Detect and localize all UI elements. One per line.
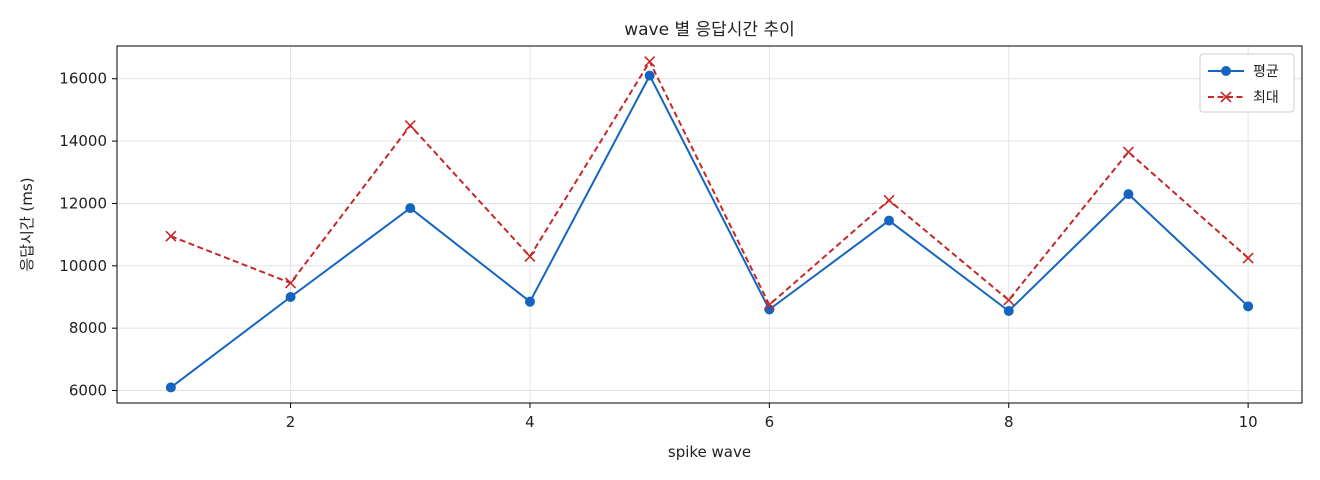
data-point xyxy=(284,277,297,289)
data-point xyxy=(644,56,656,68)
data-point xyxy=(883,194,895,206)
x-tick-label: 2 xyxy=(286,413,296,431)
x-tick-label: 4 xyxy=(525,413,535,431)
data-point xyxy=(285,291,296,302)
data-point xyxy=(165,382,176,393)
grid xyxy=(117,46,1302,403)
data-point xyxy=(1003,306,1014,317)
legend-marker xyxy=(1220,91,1232,103)
data-point xyxy=(1242,252,1254,264)
data-point xyxy=(644,70,655,81)
plot-area xyxy=(116,45,1303,404)
legend-label: 최대 xyxy=(1253,90,1279,106)
data-point xyxy=(1003,294,1015,306)
legend-marker xyxy=(1221,66,1231,76)
chart-title: wave 별 응답시간 추이 xyxy=(624,20,795,40)
x-tick-label: 10 xyxy=(1239,413,1258,431)
legend-label: 평균 xyxy=(1253,64,1279,80)
data-point xyxy=(763,299,775,311)
y-tick-label: 12000 xyxy=(59,194,107,212)
x-tick-label: 8 xyxy=(1004,413,1014,431)
y-tick-label: 8000 xyxy=(69,319,107,337)
y-tick-label: 10000 xyxy=(59,257,107,275)
series-layer xyxy=(165,56,1254,393)
y-axis-label: 응답시간 (ms) xyxy=(18,177,36,271)
y-tick-label: 6000 xyxy=(69,382,107,400)
legend-box xyxy=(1199,53,1295,113)
x-tick-label: 6 xyxy=(765,413,775,431)
axes: 2 4 6 8 10 6000 8000 10000 12000 14000 16000 xyxy=(59,70,1257,431)
x-axis-label: spike wave xyxy=(668,443,751,461)
series-line xyxy=(170,60,1249,306)
series-line xyxy=(170,74,1249,389)
data-point xyxy=(405,203,416,214)
data-point xyxy=(884,215,895,226)
series-2 xyxy=(165,56,1254,311)
data-point xyxy=(1243,301,1254,312)
y-tick-label: 16000 xyxy=(59,70,107,88)
data-point xyxy=(1123,189,1134,200)
data-point xyxy=(1122,146,1135,158)
data-point xyxy=(524,250,536,263)
data-point xyxy=(165,230,177,242)
data-point xyxy=(524,296,535,307)
y-tick-label: 14000 xyxy=(59,132,107,150)
data-point xyxy=(404,119,416,132)
data-point xyxy=(764,304,775,315)
series-1 xyxy=(165,70,1254,393)
